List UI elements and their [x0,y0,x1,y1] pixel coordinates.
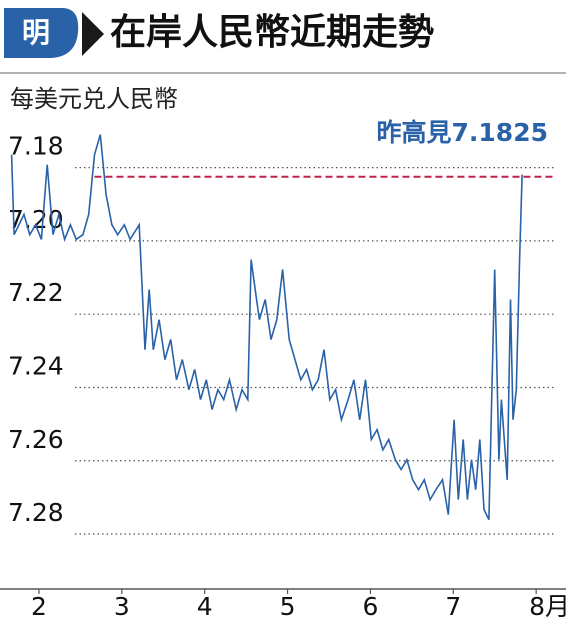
logo: 明 [22,16,50,49]
annotation: 昨高見7.1825 [377,118,548,147]
y-tick-label: 7.24 [8,351,64,380]
x-tick-label: 3 [114,592,130,621]
title-accent [82,12,104,56]
x-tick-label: 6 [362,592,378,621]
x-tick-label: 7 [445,592,461,621]
chart-title: 在岸人民幣近期走勢 [110,12,434,53]
x-tick-label: 5 [280,592,296,621]
y-tick-label: 7.18 [8,132,64,161]
x-tick-label: 4 [197,592,213,621]
price-line [10,134,523,521]
x-tick-label: 8月 [529,592,566,621]
logo-badge [4,8,79,58]
y-axis-label: 每美元兑人民幣 [10,85,178,113]
y-tick-label: 7.28 [8,498,64,527]
y-tick-label: 7.26 [8,425,64,454]
y-tick-label: 7.22 [8,278,64,307]
x-tick-label: 2 [31,592,47,621]
